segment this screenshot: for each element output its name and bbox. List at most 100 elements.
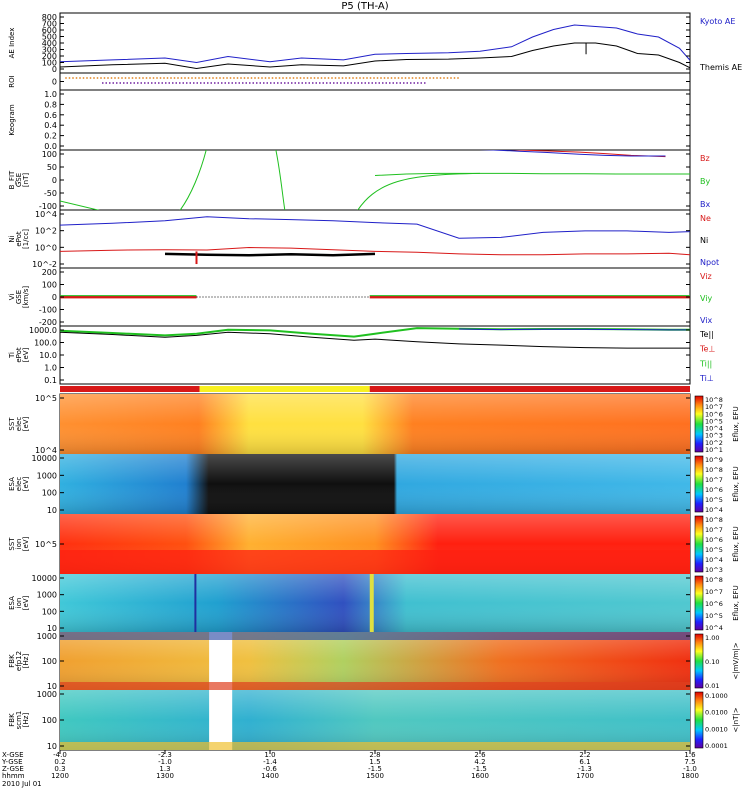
fbk-b-ztick-label: 0.0001 bbox=[705, 742, 728, 750]
time-axis-value: 1500 bbox=[366, 772, 384, 780]
esa-electron-ylabel: [eV] bbox=[22, 476, 30, 491]
velocity-band bbox=[369, 295, 690, 299]
velocity-band bbox=[60, 295, 197, 299]
fbk-b-zlabel: <|nT|> bbox=[732, 707, 740, 732]
fbk-e-shade bbox=[60, 632, 690, 690]
temperature-legend: Ti|| bbox=[699, 359, 712, 368]
time-axis-value: 1.0 bbox=[264, 751, 275, 759]
esa-ion-ylabel: ESA bbox=[8, 596, 16, 610]
bfit-legend: Bz bbox=[700, 154, 710, 163]
keogram-ytick-label: 1.0 bbox=[44, 90, 57, 99]
esa-ion-ytick-label: 100 bbox=[42, 607, 57, 616]
sst-electron-ytick-label: 10^4 bbox=[35, 446, 57, 455]
esa-electron-ytick-label: 1000 bbox=[37, 471, 57, 480]
sst-ion-ztick-label: 10^8 bbox=[705, 516, 723, 524]
esa-ion-stripe bbox=[369, 574, 374, 632]
velocity-legend: Vix bbox=[700, 316, 713, 325]
ae-ylabel: AE Index bbox=[8, 28, 16, 59]
esa-electron-ztick-label: 10^9 bbox=[705, 456, 723, 464]
sst-ion-ylabel: SST bbox=[8, 537, 16, 551]
sst-electron-ztick-label: 10^1 bbox=[705, 446, 723, 454]
fbk-b-ytick-label: 1000 bbox=[37, 690, 57, 699]
keogram-ylabel: Keogram bbox=[8, 104, 16, 135]
density-ytick-label: 10^4 bbox=[35, 210, 57, 219]
time-axis-value: 0.2 bbox=[54, 758, 65, 766]
esa-ion-ylabel: ion bbox=[15, 598, 23, 609]
esa-electron-ylabel: ESA bbox=[8, 477, 16, 491]
sst-electron-shade bbox=[60, 394, 690, 454]
roi-ytick-label: 0 bbox=[52, 78, 57, 87]
time-axis-row-label: hhmm bbox=[2, 772, 25, 780]
density-ytick-label: 10^0 bbox=[35, 243, 57, 252]
temperature-ytick-label: 1.0 bbox=[44, 364, 57, 373]
ae-ytick-label: 700 bbox=[42, 20, 57, 29]
keogram-frame bbox=[59, 89, 691, 151]
fbk-b-shade bbox=[60, 690, 690, 750]
fbk-b-ylabel: scm1 bbox=[15, 711, 23, 730]
sst-ion-ytick-label: 10^5 bbox=[35, 540, 57, 549]
ae-ytick-label: 200 bbox=[42, 52, 57, 61]
sst-ion-ztick-label: 10^6 bbox=[705, 536, 723, 544]
time-axis-value: 7.5 bbox=[684, 758, 695, 766]
esa-ion-ztick-label: 10^5 bbox=[705, 612, 723, 620]
keogram-ytick-label: 0.6 bbox=[44, 111, 57, 120]
temperature-ytick-label: 100.0 bbox=[34, 339, 57, 348]
sst-ion-ztick-label: 10^4 bbox=[705, 556, 723, 564]
esa-ion-ztick-label: 10^8 bbox=[705, 576, 723, 584]
sst-electron-ylabel: SST bbox=[8, 417, 16, 431]
velocity-ylabel: [km/s] bbox=[22, 286, 30, 309]
bfit-ytick-label: -100 bbox=[39, 202, 57, 211]
sst-ion-ztick-label: 10^3 bbox=[705, 566, 723, 574]
keogram-ytick-label: 0.2 bbox=[44, 132, 57, 141]
time-axis-value: -4.0 bbox=[53, 751, 67, 759]
bfit-frame bbox=[59, 149, 691, 211]
ae-legend: Themis AE bbox=[699, 63, 742, 72]
time-axis-value: -1.5 bbox=[368, 765, 382, 773]
time-axis-value: 1400 bbox=[261, 772, 279, 780]
density-legend: Ne bbox=[700, 214, 711, 223]
bfit-ytick-label: 100 bbox=[42, 150, 57, 159]
sst-ion-zlabel: Eflux, EFU bbox=[732, 526, 740, 561]
time-axis-value: 1300 bbox=[156, 772, 174, 780]
bfit-ylabel: GSE bbox=[15, 173, 23, 187]
fbk-b-gap bbox=[209, 690, 233, 750]
esa-ion-ytick-label: 10000 bbox=[32, 574, 57, 583]
sst-ion-ztick-label: 10^7 bbox=[705, 526, 723, 534]
time-axis-value: -1.5 bbox=[473, 765, 487, 773]
esa-ion-colorbar bbox=[694, 575, 704, 631]
velocity-ylabel: Vi bbox=[8, 294, 16, 301]
time-axis-value: 6.1 bbox=[579, 758, 590, 766]
velocity-ytick-label: -100 bbox=[39, 306, 57, 315]
time-axis-date: 2010 Jul 01 bbox=[2, 780, 42, 788]
fbk-e-zlabel: <|mV/m|> bbox=[732, 642, 740, 679]
bfit-by-segment bbox=[357, 172, 481, 210]
ae-series-0 bbox=[60, 24, 690, 64]
sst-electron-ztick-label: 10^2 bbox=[705, 439, 723, 447]
esa-electron-ytick-label: 10000 bbox=[32, 454, 57, 463]
bfit-ytick-label: 50 bbox=[47, 163, 57, 172]
temperature-ytick-label: 1000.0 bbox=[29, 326, 57, 335]
density-series-Ne bbox=[60, 246, 690, 256]
temp-series-ti-perp bbox=[458, 328, 690, 331]
time-axis-value: 2.2 bbox=[579, 751, 590, 759]
bfit-by-segment bbox=[275, 150, 286, 210]
time-axis-value: -0.6 bbox=[263, 765, 277, 773]
time-axis-value: 1700 bbox=[576, 772, 594, 780]
fbk-b-ztick-label: 0.0010 bbox=[705, 725, 728, 733]
fbk-e-ztick-label: 1.00 bbox=[705, 634, 719, 642]
ae-ytick-label: 800 bbox=[42, 13, 57, 22]
time-axis-value: -1.3 bbox=[578, 765, 592, 773]
ae-ytick-label: 300 bbox=[42, 46, 57, 55]
sst-electron-ztick-label: 10^4 bbox=[705, 425, 723, 433]
sst-electron-ztick-label: 10^8 bbox=[705, 396, 723, 404]
time-axis-value: 1200 bbox=[51, 772, 69, 780]
esa-electron-ztick-label: 10^7 bbox=[705, 476, 723, 484]
velocity-ytick-label: 100 bbox=[42, 281, 57, 290]
ae-legend: Kyoto AE bbox=[700, 17, 735, 26]
velocity-ytick-label: 0 bbox=[52, 293, 57, 302]
temperature-ylabel: [eV] bbox=[22, 347, 30, 362]
ae-ytick-label: 600 bbox=[42, 26, 57, 35]
sst-ion-ylabel: [eV] bbox=[22, 536, 30, 551]
figure-title: P5 (TH-A) bbox=[341, 1, 388, 12]
